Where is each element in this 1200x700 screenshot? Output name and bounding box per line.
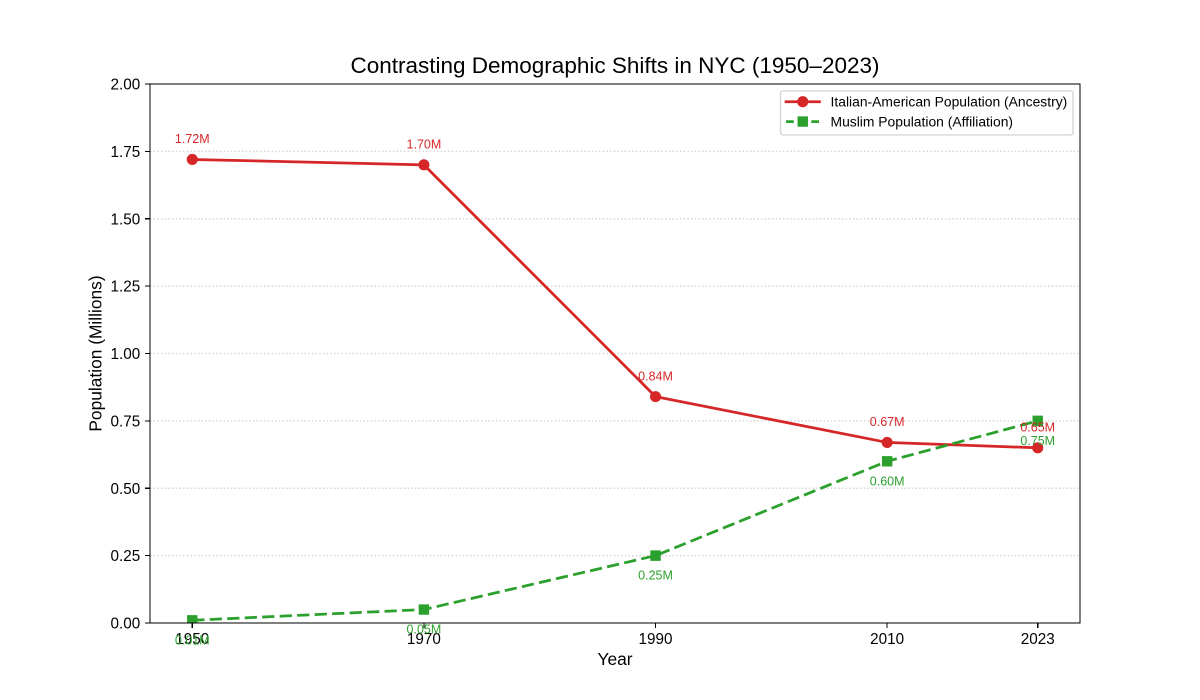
svg-text:1.75: 1.75 (111, 144, 141, 161)
svg-text:Year: Year (597, 649, 632, 669)
svg-text:1.25: 1.25 (111, 279, 141, 296)
svg-text:0.05M: 0.05M (407, 623, 442, 637)
svg-text:Muslim Population (Affiliation: Muslim Population (Affiliation) (831, 113, 1014, 129)
svg-text:Italian-American Population (A: Italian-American Population (Ancestry) (831, 94, 1068, 110)
svg-text:1.70M: 1.70M (407, 138, 442, 152)
svg-text:2010: 2010 (870, 631, 904, 648)
svg-text:0.84M: 0.84M (638, 369, 673, 383)
svg-text:Contrasting Demographic Shifts: Contrasting Demographic Shifts in NYC (1… (350, 53, 879, 78)
svg-text:2.00: 2.00 (111, 77, 141, 94)
svg-text:1970: 1970 (407, 631, 441, 648)
svg-text:0.25: 0.25 (111, 548, 141, 565)
svg-text:1990: 1990 (639, 631, 673, 648)
svg-text:1.72M: 1.72M (175, 132, 210, 146)
svg-text:Population (Millions): Population (Millions) (85, 275, 105, 431)
svg-text:0.75M: 0.75M (1020, 434, 1055, 448)
svg-text:0.50: 0.50 (111, 481, 141, 498)
svg-text:0.65M: 0.65M (1020, 421, 1055, 435)
svg-text:1.00: 1.00 (111, 346, 141, 363)
svg-text:1.50: 1.50 (111, 211, 141, 228)
svg-text:0.60M: 0.60M (870, 474, 905, 488)
svg-text:1950: 1950 (175, 631, 209, 648)
svg-text:0.25M: 0.25M (638, 569, 673, 583)
svg-text:0.01M: 0.01M (175, 633, 210, 647)
svg-text:2023: 2023 (1021, 631, 1055, 648)
svg-text:0.00: 0.00 (111, 616, 141, 633)
svg-text:0.75: 0.75 (111, 413, 141, 430)
svg-text:0.67M: 0.67M (870, 415, 905, 429)
